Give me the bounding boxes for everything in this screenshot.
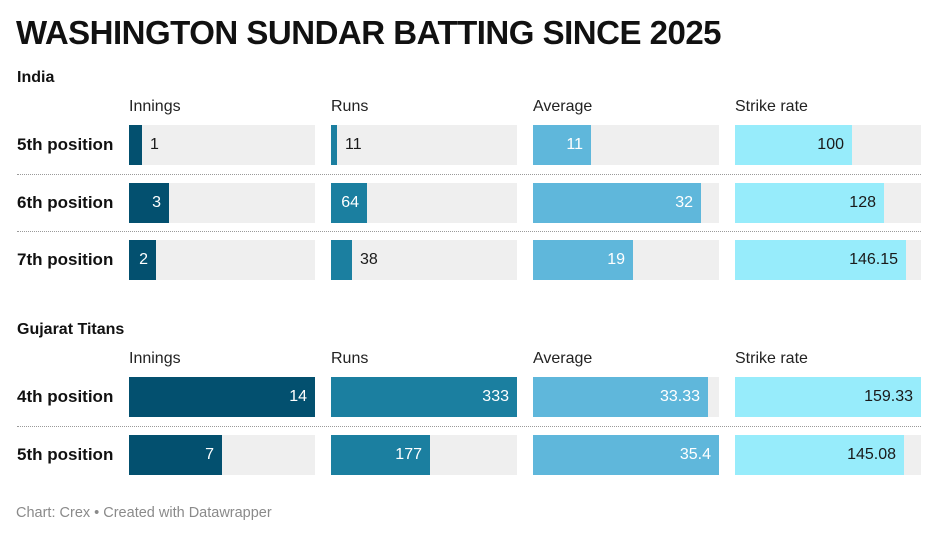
value-label-average: 33.33 [659,388,700,405]
column-header-runs: Runs [331,350,369,367]
value-label-average: 35.4 [679,445,711,463]
value-label-runs: 11 [345,136,362,153]
value-label-strike-rate: 100 [817,136,844,153]
bar-innings [129,434,222,475]
group-title: India [17,69,55,86]
value-label-innings: 1 [150,136,159,153]
value-label-runs: 38 [360,251,378,268]
row-label: 6th position [17,192,114,212]
bar-strike-rate [735,182,884,223]
column-header-strike-rate: Strike rate [735,98,808,115]
row-separator [17,425,921,427]
bar-runs [331,240,352,280]
bar-runs [331,377,517,417]
bar-track: 146.15 [735,240,921,280]
bar-runs [331,182,367,223]
bar-runs [331,434,430,475]
column-header-average: Average [533,98,593,115]
value-label-innings: 7 [205,445,214,463]
bar-strike-rate [735,240,906,280]
bar-track: 11 [533,125,719,165]
bar-average [533,434,719,475]
bar-strike-rate [735,434,904,475]
group-title: Gujarat Titans [17,321,125,338]
value-label-average: 11 [566,136,583,153]
bar-track: 35.4 [533,434,719,475]
value-label-strike-rate: 146.15 [849,251,898,268]
value-label-strike-rate: 159.33 [864,388,913,405]
bar-track: 7 [129,434,315,475]
bar-track: 145.08 [735,434,921,475]
bar-track: 159.33 [735,377,921,417]
bar-track: 14 [129,377,315,417]
column-header-average: Average [533,350,593,367]
value-label-runs: 64 [341,193,359,211]
bar-track: 100 [735,125,921,165]
bar-strike-rate [735,377,921,417]
column-header-strike-rate: Strike rate [735,350,808,367]
bar-track: 32 [533,182,719,223]
bar-innings [129,377,315,417]
bar-track: 33.33 [533,377,719,417]
bar-track: 3 [129,182,315,223]
bar-track: 19 [533,240,719,280]
bar-track: 11 [331,125,517,165]
value-label-runs: 333 [482,388,509,405]
column-header-innings: Innings [129,98,181,115]
bar-innings [129,125,142,165]
value-label-strike-rate: 145.08 [847,445,896,463]
value-label-innings: 14 [289,388,307,405]
bar-track: 1 [129,125,315,165]
bar-track: 333 [331,377,517,417]
bar-innings [129,240,156,280]
bar-innings [129,182,169,223]
bar-average [533,240,633,280]
value-label-average: 19 [607,251,625,268]
value-label-innings: 3 [152,193,161,211]
value-label-innings: 2 [139,251,148,268]
column-header-runs: Runs [331,98,369,115]
bar-track: 64 [331,182,517,223]
row-separator [17,173,921,175]
chart-footer: Chart: Crex • Created with Datawrapper [16,505,272,521]
row-label: 5th position [17,444,114,464]
bar-average [533,182,701,223]
value-label-runs: 177 [395,445,422,463]
row-label: 5th position [17,135,114,154]
bar-average [533,125,591,165]
bar-track: 128 [735,182,921,223]
row-label: 7th position [17,250,114,269]
value-label-average: 32 [675,193,693,211]
row-separator [17,231,921,232]
bar-track: 38 [331,240,517,280]
bar-track: 2 [129,240,315,280]
value-label-strike-rate: 128 [849,193,876,211]
row-label: 4th position [17,387,114,406]
bar-strike-rate [735,125,852,165]
chart-title: WASHINGTON SUNDAR BATTING SINCE 2025 [16,14,722,51]
bar-track: 177 [331,434,517,475]
bar-average [533,377,708,417]
column-header-innings: Innings [129,350,181,367]
bar-runs [331,125,337,165]
